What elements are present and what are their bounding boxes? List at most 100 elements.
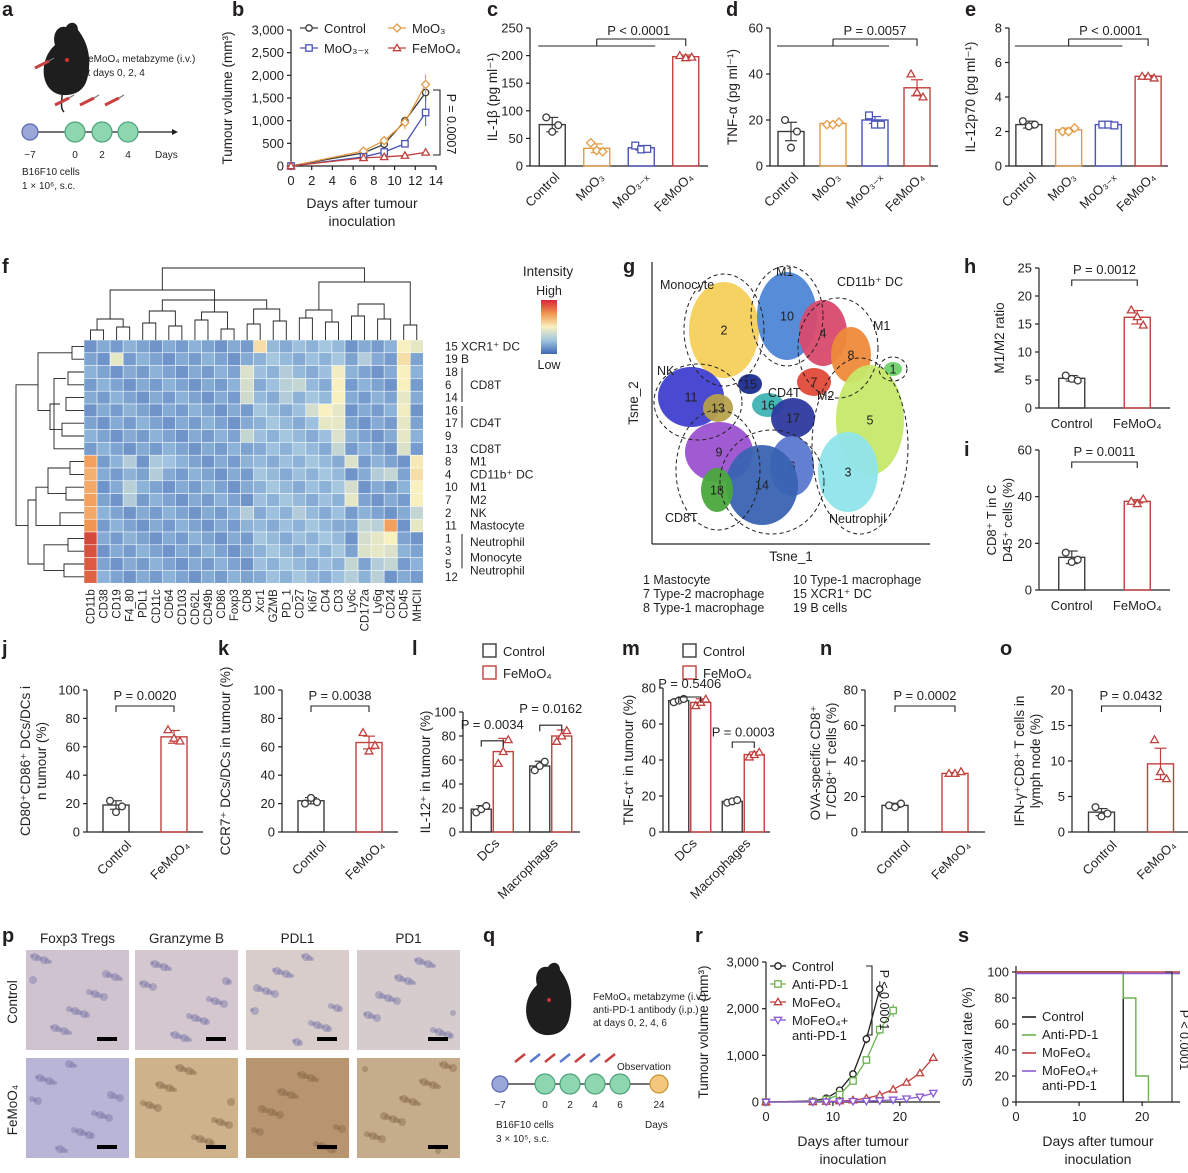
heatmap-cell — [201, 365, 215, 379]
heatmap-cell — [383, 493, 398, 507]
heatmap-cell — [383, 506, 398, 520]
heatmap-cell — [410, 429, 424, 443]
heatmap-cell — [253, 544, 267, 558]
heatmap-cell — [253, 339, 267, 354]
heatmap-cell — [344, 365, 359, 379]
heatmap-cell — [383, 531, 398, 546]
heatmap-cell — [162, 557, 176, 571]
ihc-texture — [195, 1016, 201, 1022]
heatmap-cell — [410, 557, 424, 571]
dendrogram-branch — [27, 499, 44, 565]
heatmap-cell — [305, 378, 320, 392]
heatmap-cell — [279, 429, 294, 443]
data-point — [174, 735, 186, 745]
dendrogram-branch — [71, 345, 84, 360]
data-point — [849, 1077, 857, 1085]
heatmap-cell — [410, 493, 424, 507]
legend-label: Anti-PD-1 — [1042, 1027, 1098, 1042]
heatmap-cell — [266, 454, 281, 469]
heatmap-cell — [266, 416, 281, 430]
tsne-cluster-label: 1 — [890, 363, 897, 377]
heatmap-cell — [149, 454, 163, 469]
ihc-texture — [282, 970, 290, 978]
panel-letter-i: i — [964, 439, 970, 461]
y-tick-label: 1,000 — [726, 1048, 759, 1063]
heatmap-cell — [122, 544, 137, 558]
data-point — [773, 997, 783, 1006]
heatmap-row-label: 13 — [445, 444, 458, 456]
heatmap-cell — [279, 480, 294, 494]
heatmap-cell — [240, 467, 254, 482]
heatmap-cell — [383, 352, 398, 366]
heatmap-cell — [240, 570, 254, 584]
ihc-texture — [175, 1065, 179, 1069]
heatmap-cell — [109, 339, 124, 354]
heatmap-cell — [344, 378, 359, 392]
heatmap-cell — [214, 557, 228, 571]
ihc-texture — [368, 1013, 374, 1019]
ihc-texture — [312, 1022, 316, 1026]
heatmap-cell — [370, 339, 385, 354]
y-tick-label: 3,000 — [251, 23, 284, 38]
heatmap-cell — [214, 378, 228, 392]
heatmap-cell — [135, 454, 150, 469]
x-axis-label: Tsne_1 — [769, 549, 813, 564]
timeline-node — [534, 1073, 556, 1095]
tsne-legend-item: 15 XCR1⁺ DC — [793, 587, 872, 601]
dendrogram-branch — [67, 537, 84, 552]
ihc-texture — [424, 1080, 430, 1086]
ihc-texture — [150, 961, 154, 965]
x-tick-label: FeMoO₄ — [1134, 838, 1179, 883]
ihc-texture — [369, 1132, 377, 1140]
heatmap-cell — [227, 416, 241, 430]
ihc-texture — [140, 980, 148, 988]
ihc-texture — [71, 1127, 77, 1133]
y-tick-label: 40 — [1018, 489, 1032, 504]
ihc-texture — [215, 1119, 219, 1123]
heatmap-cell — [188, 493, 202, 507]
tsne-annotation: Monocyte — [660, 278, 714, 292]
heatmap-cell — [240, 493, 254, 507]
ihc-texture — [435, 1148, 441, 1154]
data-point — [597, 146, 608, 157]
x-tick-label: FeMoO₄ — [1113, 170, 1158, 215]
data-point — [1103, 809, 1112, 818]
q-cells-text: B16F10 cells — [496, 1120, 554, 1131]
heatmap-cell — [383, 365, 398, 379]
heatmap-cell — [279, 467, 294, 482]
tsne-legend-item: 8 Type-1 macrophage — [643, 601, 764, 615]
heatmap-cell — [109, 429, 124, 443]
ihc-texture — [73, 1064, 77, 1068]
y-axis-label-line: lymph node (%) — [1028, 714, 1043, 809]
y-axis-label-line: CD80⁺CD86⁺ DCs/DCs i — [18, 686, 33, 836]
scale-bar — [428, 1037, 448, 1041]
heatmap-cell — [201, 403, 215, 418]
x-tick-label: 20 — [1135, 1109, 1149, 1124]
data-point — [561, 725, 572, 735]
timeline-day-label: −7 — [24, 150, 36, 161]
heatmap-cell — [357, 416, 372, 430]
heatmap-cell — [292, 506, 307, 520]
heatmap-cell — [318, 531, 333, 546]
heatmap-cell — [240, 557, 254, 571]
heatmap-cell — [96, 339, 111, 354]
ihc-texture — [171, 1031, 179, 1039]
timeline-day-label: 6 — [617, 1100, 623, 1111]
ihc-texture — [326, 1026, 332, 1032]
heatmap-cell — [331, 518, 346, 533]
timeline-node — [64, 121, 86, 143]
ihc-texture — [185, 1067, 193, 1075]
p-value-label: P = 0.0162 — [519, 701, 582, 716]
heatmap-cell — [370, 403, 385, 418]
heatmap-cell — [122, 518, 137, 533]
heatmap-cell — [214, 403, 228, 418]
ihc-texture — [388, 996, 394, 1002]
heatmap-cell — [122, 480, 137, 494]
ihc-texture — [107, 1091, 115, 1099]
data-point — [1149, 72, 1160, 82]
heatmap-cell — [318, 557, 333, 571]
data-point — [363, 745, 375, 755]
ihc-texture — [64, 1029, 70, 1035]
heatmap-cell — [383, 429, 398, 443]
